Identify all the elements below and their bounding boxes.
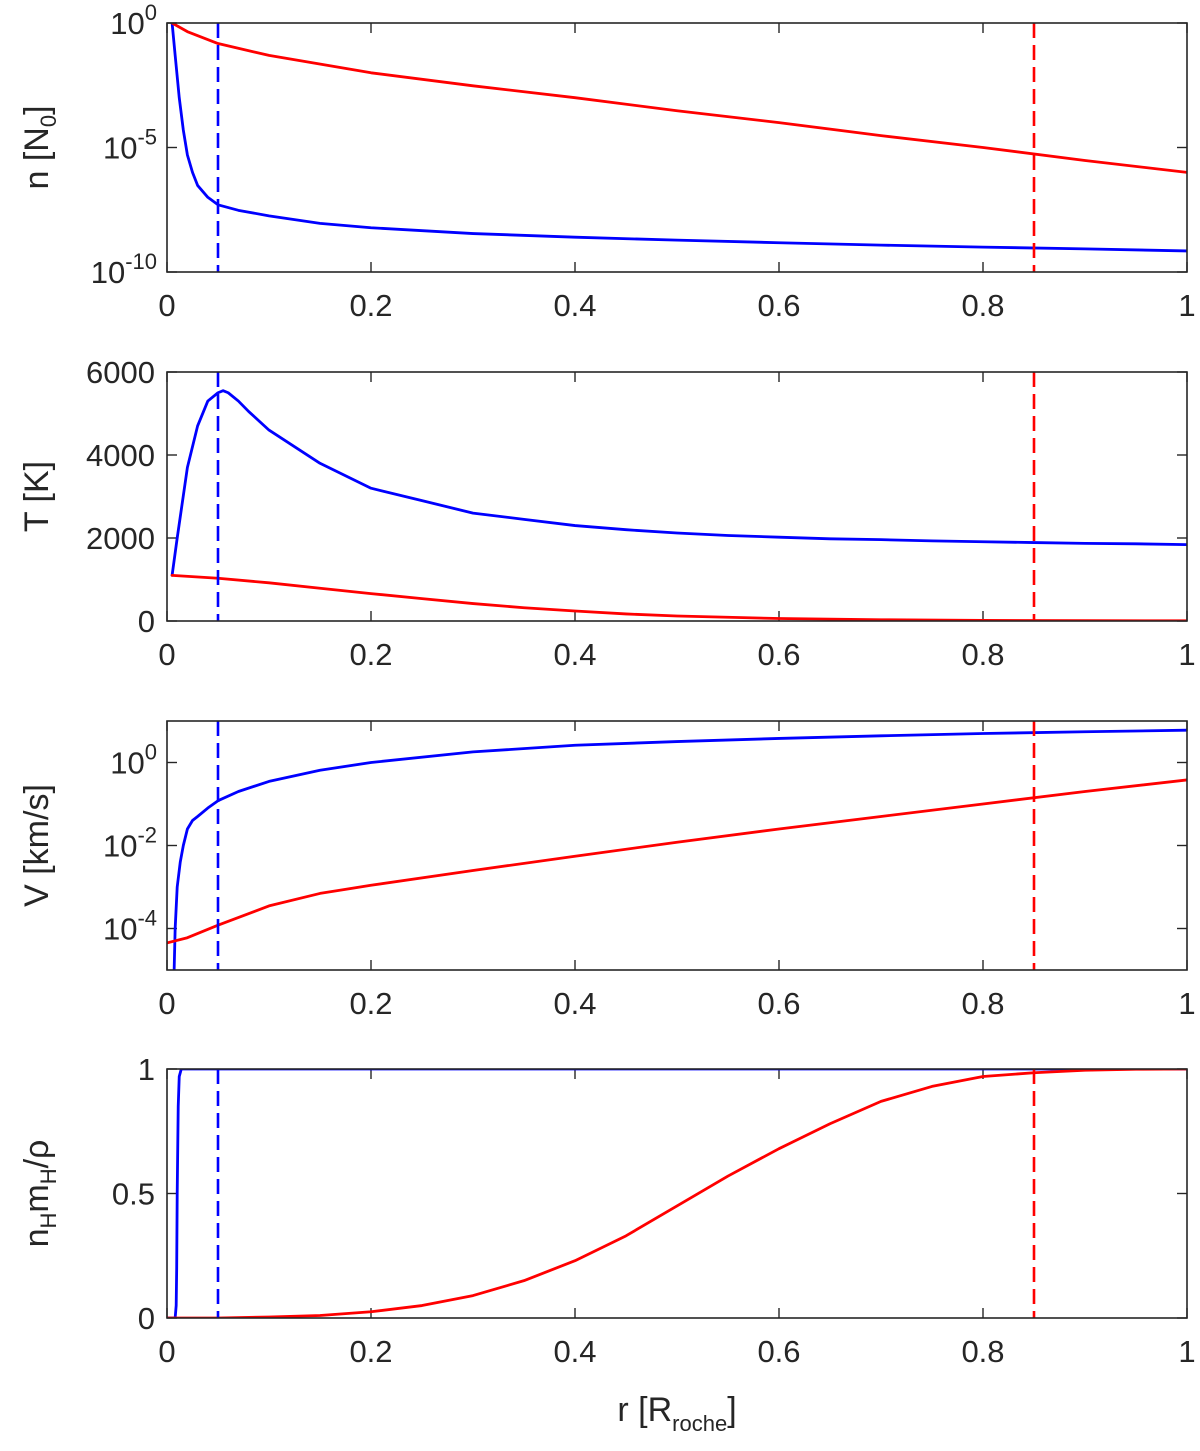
- x-tick-label: 0.4: [553, 986, 596, 1021]
- y-tick-label: 6000: [86, 355, 155, 390]
- x-tick-label: 0.4: [553, 1334, 596, 1369]
- y-tick-label: 0.5: [112, 1177, 155, 1212]
- x-tick-label: 0.8: [961, 1334, 1004, 1369]
- y-tick-label: 0: [138, 604, 155, 639]
- plot-area-velocity: [167, 728, 1187, 970]
- y-tick-label: 2000: [86, 521, 155, 556]
- x-tick-label: 0.2: [349, 1334, 392, 1369]
- x-tick-label: 0.8: [961, 637, 1004, 672]
- x-tick-label: 0.2: [349, 986, 392, 1021]
- panel-temperature: 0 0.2 0.4 0.6 0.8 1 0 2000 4000 6000 T [K]: [18, 355, 1196, 672]
- x-tick-label: 0: [158, 1334, 175, 1369]
- series-line-blue: [172, 728, 1187, 970]
- y-axis-label: V [km/s]: [18, 784, 56, 907]
- x-tick-label: 0: [158, 637, 175, 672]
- x-tick-label: 0.2: [349, 637, 392, 672]
- y-axis-label: n [N0]: [18, 105, 61, 189]
- axes-frame: [166, 22, 1188, 273]
- x-tick-label: 0.2: [349, 288, 392, 323]
- axes-frame: [166, 720, 1188, 971]
- y-tick-label: 10-10: [91, 249, 157, 290]
- panel-density: 0 0.2 0.4 0.6 0.8 1 10-10 10-5 100 n [N0]: [18, 0, 1196, 323]
- x-tick-label: 0.8: [961, 986, 1004, 1021]
- series-line-blue: [167, 1069, 1187, 1318]
- x-tick-label: 0.6: [757, 288, 800, 323]
- x-tick-label: 1: [1178, 986, 1195, 1021]
- x-tick-label: 1: [1178, 288, 1195, 323]
- y-tick-label: 10-4: [103, 906, 157, 947]
- y-tick-label: 100: [110, 0, 157, 41]
- x-tick-label: 0.6: [757, 1334, 800, 1369]
- x-tick-label: 1: [1178, 1334, 1195, 1369]
- panel-hydrogen_fraction: 0 0.2 0.4 0.6 0.8 1 0 0.5 1 nHmH/ρ: [18, 1052, 1196, 1369]
- x-tick-label: 0: [158, 288, 175, 323]
- plot-area-density: [170, 23, 1187, 253]
- x-tick-label: 0.6: [757, 637, 800, 672]
- plot-area-temperature: [170, 389, 1187, 621]
- series-line-blue: [170, 23, 1187, 253]
- axes-frame: [166, 371, 1188, 622]
- y-tick-label: 0: [138, 1301, 155, 1336]
- y-axis-label: T [K]: [18, 461, 56, 532]
- series-line-red: [170, 573, 1187, 621]
- y-tick-label: 10-2: [103, 823, 157, 864]
- y-tick-label: 10-5: [103, 125, 157, 166]
- y-tick-label: 100: [110, 740, 157, 781]
- x-tick-label: 0.4: [553, 288, 596, 323]
- x-tick-label: 0.8: [961, 288, 1004, 323]
- y-axis-label: nHmH/ρ: [18, 1140, 61, 1248]
- series-line-red: [170, 23, 1187, 174]
- series-line-red: [167, 778, 1187, 945]
- series-line-blue: [170, 389, 1187, 577]
- plot-area-hydrogen_fraction: [167, 1069, 1187, 1318]
- panel-velocity: 0 0.2 0.4 0.6 0.8 1 10-4 10-2 100 V [km/s]: [18, 720, 1196, 1021]
- x-tick-label: 1: [1178, 637, 1195, 672]
- x-tick-label: 0.6: [757, 986, 800, 1021]
- y-tick-label: 1: [138, 1052, 155, 1087]
- x-tick-label: 0.4: [553, 637, 596, 672]
- series-line-red: [167, 1069, 1187, 1318]
- x-tick-label: 0: [158, 986, 175, 1021]
- x-axis-label: r [Rroche]: [617, 1391, 736, 1436]
- axes-frame: [166, 1068, 1188, 1319]
- y-tick-label: 4000: [86, 438, 155, 473]
